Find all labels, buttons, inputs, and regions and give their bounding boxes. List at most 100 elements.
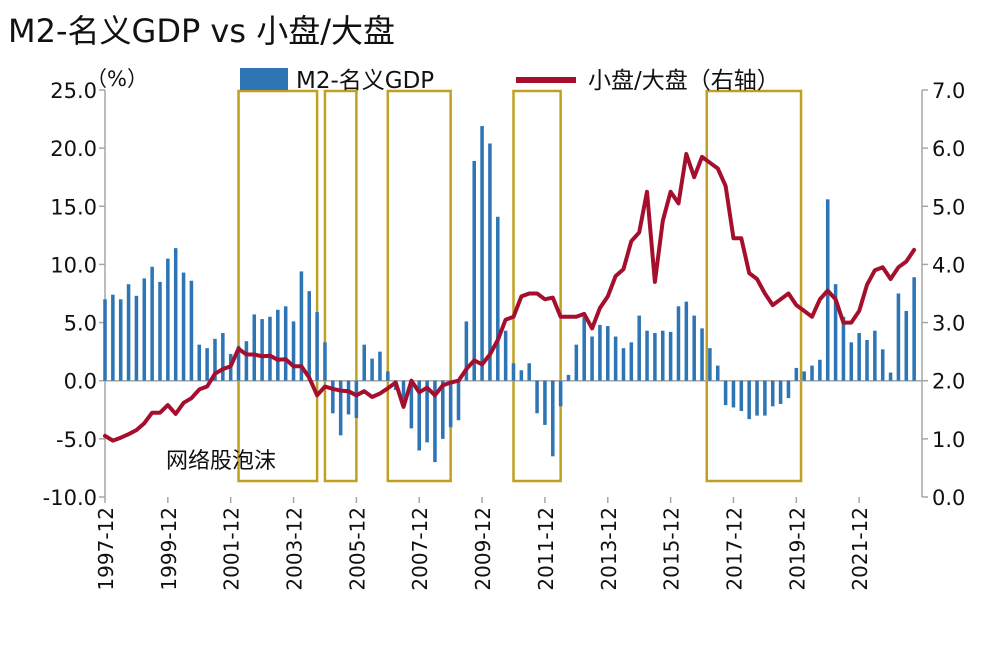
bar [221,333,225,381]
y-right-tick-label: 6.0 [932,137,965,161]
bar [291,321,296,381]
bar [700,328,704,381]
bar [755,380,759,416]
bar [496,216,500,381]
bar [841,316,846,381]
bar [213,338,217,381]
bar [142,278,147,381]
bar [118,299,123,381]
y-right-tick-label: 0.0 [932,486,965,510]
bar [747,380,751,420]
bar [731,380,736,408]
bar [880,349,885,381]
bar [150,266,154,381]
y-left-tick-label: 5.0 [64,312,97,336]
bar [472,160,476,381]
y-left-tick-label: 15.0 [50,195,97,219]
bar [660,330,665,381]
legend-bar-label: M2-名义GDP [296,68,434,94]
bar [134,295,139,381]
y-right-tick-label: 7.0 [932,79,965,103]
bar [739,380,744,411]
bar [692,315,696,381]
bar [786,380,791,399]
bar [488,143,492,381]
bar [252,314,257,381]
bar [417,380,421,451]
annotation-dotcom-bubble: 网络股泡沫 [166,449,276,474]
bar [778,380,783,404]
bar [770,380,775,407]
y-right-tick-label: 5.0 [932,195,965,219]
x-tick-label: 2019-12 [785,507,809,591]
bar [276,309,280,381]
bar [441,380,445,439]
bar [244,341,249,381]
bar [574,344,579,381]
highlight-boxes [237,89,803,483]
x-tick-label: 2017-12 [722,507,746,591]
bar [354,380,359,418]
y-right-tick-label: 3.0 [932,312,965,336]
bar [425,380,429,443]
x-tick-label: 2013-12 [597,507,621,591]
bar [613,336,618,381]
bar [629,342,634,381]
bar [370,358,374,381]
bar [543,380,547,425]
highlight-box [705,89,803,483]
x-tick-label: 2007-12 [408,507,432,591]
x-tick-label: 2001-12 [220,507,244,591]
highlight-box [237,89,319,483]
bar [346,380,351,415]
bar [236,345,241,381]
bar [173,248,178,381]
bar [448,380,453,428]
bar [558,380,563,407]
bar [715,365,720,381]
bar [566,374,571,381]
y-left-tick-label: -5.0 [56,428,97,452]
bar [181,272,186,381]
highlight-box [323,89,358,483]
highlight-box [386,89,452,483]
legend-line-label: 小盘/大盘（右轴） [588,68,780,94]
bar [205,348,209,381]
x-tick-label: 1997-12 [94,507,118,591]
y-left-tick-label: 0.0 [64,370,97,394]
x-tick-label: 1999-12 [157,507,181,591]
bar [331,380,335,414]
bar [582,316,586,381]
bar [166,258,170,381]
y-right-tick-label: 1.0 [932,428,965,452]
bar [511,363,516,381]
bar [299,271,304,381]
bar [888,372,893,381]
axes: 25.0 20.0 15.0 10.0 5.0 0.0 -5.0 -10.0 7.0 6.0 5.0… [43,79,966,591]
legend-bar-swatch [240,68,288,90]
bar [723,380,728,406]
bar [708,348,712,381]
bar [802,371,806,381]
bar [535,380,539,414]
bar [268,316,272,381]
bar [197,344,202,381]
bar [260,319,264,381]
x-tick-label: 2005-12 [345,507,369,591]
bar [456,380,461,421]
bar [810,365,814,381]
series-line [103,152,917,443]
bar [818,359,822,381]
bar [857,333,861,381]
bar [323,342,327,381]
bar [551,380,555,457]
bar [653,333,657,381]
bar [362,344,367,381]
bar [865,340,869,381]
y-right-tick-label: 4.0 [932,253,965,277]
chart-title: M2-名义GDP vs 小盘/大盘 [8,12,395,50]
y-left-tick-label: 25.0 [50,79,97,103]
bar [111,294,115,381]
